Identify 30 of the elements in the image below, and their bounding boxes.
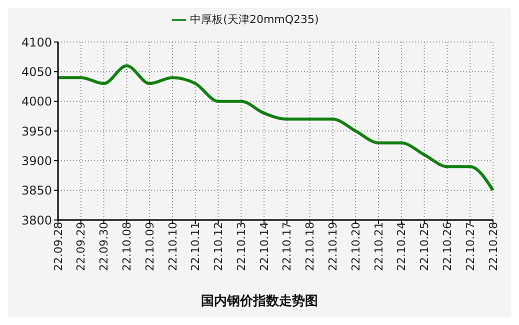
x-tick-label: 22.10.21 [372, 222, 386, 271]
x-tick-label: 22.09.29 [74, 222, 88, 271]
y-tick-label: 4000 [21, 94, 52, 109]
x-tick-label: 22.10.26 [441, 222, 454, 271]
text: 国内钢价指数走势图 [200, 293, 319, 310]
x-tick-label: 22.10.17 [280, 222, 294, 271]
x-tick-label: 22.09.28 [52, 222, 65, 271]
line-series [56, 64, 494, 192]
y-tick-label: 3950 [21, 124, 52, 138]
legend-label: 中厚板(天津20mmQ235) [190, 13, 319, 26]
x-tick-label: 22.10.14 [258, 222, 271, 271]
x-tick-label: 22.10.24 [395, 222, 408, 271]
x-tick-label: 22.10.10 [166, 222, 180, 271]
x-tick-label: 22.10.09 [143, 222, 156, 271]
y-tick-label: 3800 [21, 213, 52, 228]
y-tick-label: 3850 [21, 184, 52, 198]
x-tick-label: 22.10.11 [189, 222, 202, 271]
x-tick-label: 22.10.19 [326, 222, 340, 271]
y-tick-label: 4100 [21, 35, 52, 50]
y-tick-label: 3900 [21, 154, 52, 168]
x-tick-label: 22.10.27 [464, 222, 477, 271]
x-tick-label: 22.10.20 [349, 222, 362, 271]
x-tick-label: 22.10.13 [234, 222, 248, 271]
x-tick-label: 22.10.08 [120, 222, 134, 271]
x-tick-label: 22.10.25 [418, 222, 432, 271]
x-tick-label: 22.09.30 [98, 222, 111, 271]
x-tick-label: 22.10.12 [212, 222, 226, 271]
x-tick-label: 22.10.28 [486, 222, 500, 271]
x-tick-label: 22.10.18 [304, 222, 317, 271]
y-tick-label: 4050 [21, 64, 52, 79]
